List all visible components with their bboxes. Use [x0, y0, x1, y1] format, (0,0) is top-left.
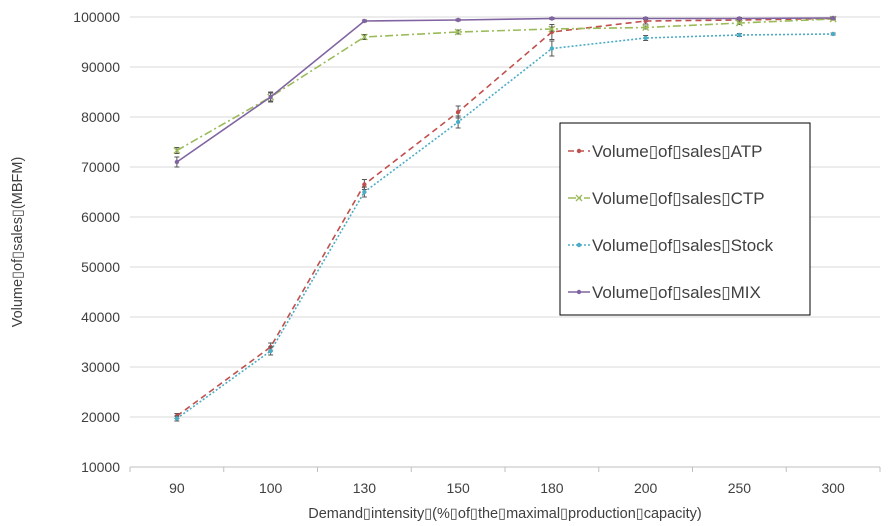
y-tick-label: 60000	[81, 209, 120, 225]
y-axis-tick-labels: 10000 20000 30000 40000 50000 60000 70000 80000…	[73, 9, 120, 475]
y-axis-title: Volume▯of▯sales▯(MBFM)	[10, 157, 26, 328]
data-point	[454, 28, 462, 36]
x-tick-label: 100	[259, 480, 283, 496]
data-point	[548, 25, 556, 33]
data-point	[737, 16, 742, 21]
data-point	[549, 46, 555, 51]
legend-marker	[575, 194, 583, 202]
y-tick-label: 10000	[81, 459, 120, 475]
legend-marker	[576, 289, 582, 295]
y-tick-label: 70000	[81, 159, 120, 175]
data-point	[362, 189, 367, 195]
x-tick-label: 130	[353, 480, 377, 496]
legend-item: Volume▯of▯sales▯Stock	[568, 236, 774, 255]
data-point	[268, 94, 273, 100]
series-4	[174, 15, 836, 168]
data-point	[268, 348, 273, 354]
data-point	[455, 119, 461, 125]
data-point	[830, 31, 836, 37]
legend-label: Volume▯of▯sales▯MIX	[592, 283, 761, 302]
data-point	[173, 147, 181, 154]
data-point	[735, 19, 743, 27]
series-line	[176, 33, 834, 420]
x-axis	[129, 466, 881, 472]
y-tick-label: 40000	[81, 309, 120, 325]
series-line	[176, 17, 834, 417]
legend: Volume▯of▯sales▯ATP Volume▯of▯sales▯CTP Vo…	[559, 122, 811, 316]
y-tick-label: 30000	[81, 359, 120, 375]
y-tick-label: 20000	[81, 409, 120, 425]
data-point	[362, 182, 367, 187]
legend-box	[559, 122, 811, 316]
legend-item: Volume▯of▯sales▯CTP	[568, 189, 765, 208]
x-tick-label: 300	[821, 480, 845, 496]
horizontal-gridlines	[130, 16, 880, 468]
data-point	[549, 16, 555, 21]
legend-marker	[576, 148, 582, 154]
series-line	[176, 17, 834, 163]
series-3	[174, 31, 836, 422]
legend-label: Volume▯of▯sales▯ATP	[592, 142, 762, 161]
y-tick-label: 100000	[73, 9, 120, 25]
data-point	[737, 32, 742, 38]
x-tick-label: 150	[446, 480, 470, 496]
data-point	[643, 16, 648, 21]
x-axis-tick-labels: 90 100 130 150 180 200 250 300	[169, 480, 845, 496]
legend-label: Volume▯of▯sales▯Stock	[592, 236, 774, 255]
data-point	[455, 109, 461, 115]
data-point	[455, 17, 461, 23]
data-point	[174, 416, 180, 421]
series-line	[176, 18, 834, 152]
legend-marker	[576, 242, 582, 248]
data-point	[830, 15, 836, 21]
data-point	[360, 33, 368, 41]
y-tick-label: 80000	[81, 109, 120, 125]
legend-item: Volume▯of▯sales▯MIX	[568, 283, 761, 302]
y-tick-label: 50000	[81, 259, 120, 275]
y-tick-label: 90000	[81, 59, 120, 75]
data-point	[174, 159, 180, 165]
data-point	[643, 35, 648, 41]
x-axis-title: Demand▯intensity▯(%▯of▯the▯maximal▯produ…	[308, 506, 702, 522]
x-tick-label: 250	[728, 480, 752, 496]
data-point	[642, 24, 650, 31]
data-point	[362, 18, 367, 24]
x-tick-label: 180	[540, 480, 564, 496]
x-tick-label: 90	[169, 480, 185, 496]
data-series	[173, 15, 837, 422]
legend-item: Volume▯of▯sales▯ATP	[568, 142, 762, 161]
x-tick-label: 200	[634, 480, 658, 496]
legend-label: Volume▯of▯sales▯CTP	[592, 189, 765, 208]
